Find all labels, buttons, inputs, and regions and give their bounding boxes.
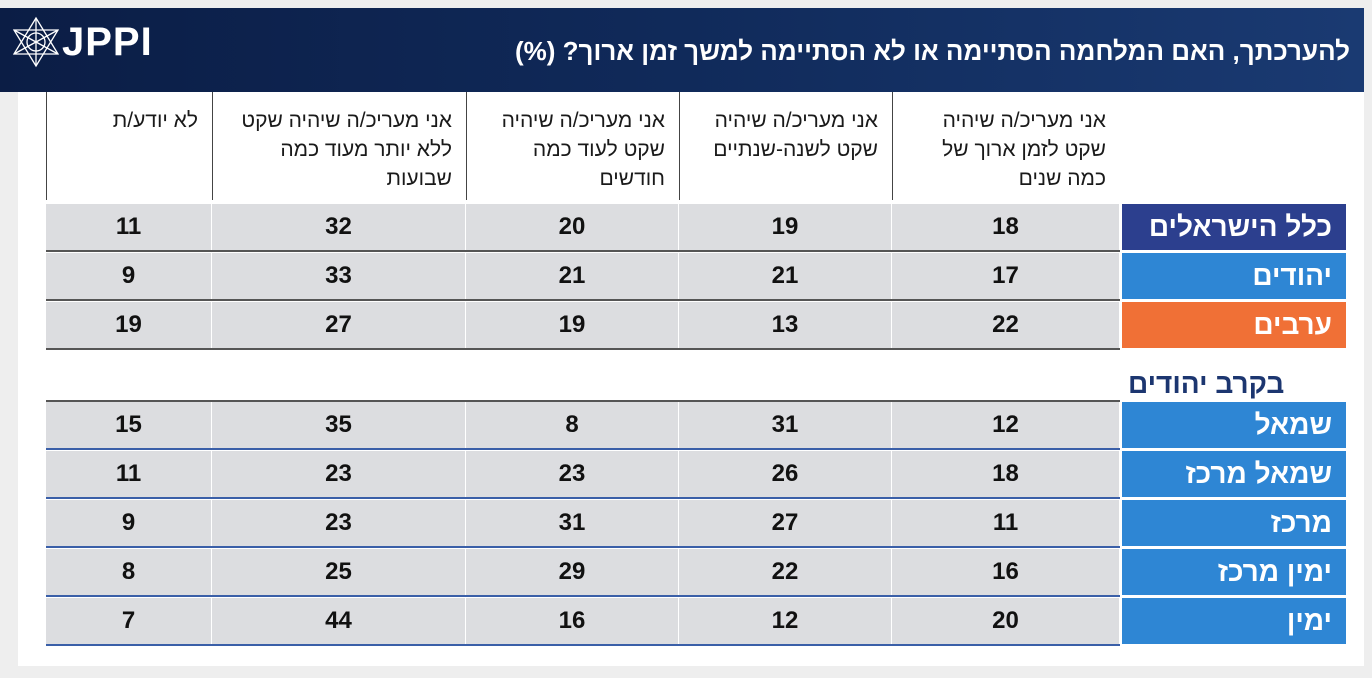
data-cell: 12 [892, 402, 1119, 448]
data-cell: 29 [466, 549, 678, 595]
table-top-border [46, 400, 1120, 402]
column-header-3: אני מעריכ/ה שיהיה שקט לעוד כמה חודשים [466, 92, 679, 200]
row-separator [46, 595, 1120, 597]
data-cell: 44 [212, 598, 465, 644]
data-cell: 7 [46, 598, 211, 644]
row-separator [46, 448, 1120, 450]
row-label: שמאל מרכז [1122, 451, 1346, 497]
row-label: ערבים [1122, 302, 1346, 348]
data-cell: 8 [46, 549, 211, 595]
data-cell: 21 [466, 253, 678, 299]
data-cell: 11 [892, 500, 1119, 546]
logo-text: JPPI [62, 20, 153, 64]
data-cell: 32 [212, 204, 465, 250]
row-separator [46, 250, 1120, 252]
data-cell: 33 [212, 253, 465, 299]
data-cell: 11 [46, 204, 211, 250]
data-cell: 23 [212, 451, 465, 497]
page-title: להערכתך, האם המלחמה הסתיימה או לא הסתיימ… [514, 36, 1350, 66]
data-cell: 15 [46, 402, 211, 448]
row-label: יהודים [1122, 253, 1346, 299]
results-table: אני מעריכ/ה שיהיה שקט לזמן ארוך של כמה ש… [18, 92, 1364, 666]
column-header-1: אני מעריכ/ה שיהיה שקט לזמן ארוך של כמה ש… [892, 92, 1120, 200]
row-separator [46, 546, 1120, 548]
row-separator [46, 348, 1120, 350]
data-cell: 13 [679, 302, 891, 348]
row-label: שמאל [1122, 402, 1346, 448]
data-cell: 9 [46, 253, 211, 299]
data-cell: 22 [892, 302, 1119, 348]
row-label: ימין מרכז [1122, 549, 1346, 595]
column-header-4: אני מעריכ/ה שיהיה שקט ללא יותר מעוד כמה … [212, 92, 466, 200]
data-cell: 9 [46, 500, 211, 546]
data-cell: 12 [679, 598, 891, 644]
data-cell: 19 [46, 302, 211, 348]
data-cell: 25 [212, 549, 465, 595]
column-header-2: אני מעריכ/ה שיהיה שקט לשנה-שנתיים [679, 92, 892, 200]
data-cell: 27 [212, 302, 465, 348]
data-cell: 8 [466, 402, 678, 448]
data-cell: 27 [679, 500, 891, 546]
data-cell: 16 [892, 549, 1119, 595]
data-cell: 11 [46, 451, 211, 497]
jppi-logo [12, 16, 60, 68]
data-cell: 35 [212, 402, 465, 448]
data-cell: 20 [466, 204, 678, 250]
star-of-david-icon [12, 16, 60, 68]
row-label: כלל הישראלים [1122, 204, 1346, 250]
data-cell: 18 [892, 451, 1119, 497]
data-cell: 21 [679, 253, 891, 299]
data-cell: 19 [679, 204, 891, 250]
section-label: בקרב יהודים [1128, 368, 1285, 399]
row-separator [46, 644, 1120, 646]
column-header-5: לא יודע/ת [46, 92, 212, 200]
row-separator [46, 299, 1120, 301]
data-cell: 19 [466, 302, 678, 348]
data-cell: 31 [466, 500, 678, 546]
data-cell: 23 [212, 500, 465, 546]
data-cell: 20 [892, 598, 1119, 644]
header-banner: JPPI להערכתך, האם המלחמה הסתיימה או לא ה… [0, 8, 1364, 92]
row-separator [46, 497, 1120, 499]
data-cell: 16 [466, 598, 678, 644]
row-label: ימין [1122, 598, 1346, 644]
data-cell: 18 [892, 204, 1119, 250]
data-cell: 22 [679, 549, 891, 595]
data-cell: 26 [679, 451, 891, 497]
row-label: מרכז [1122, 500, 1346, 546]
data-cell: 23 [466, 451, 678, 497]
data-cell: 17 [892, 253, 1119, 299]
data-cell: 31 [679, 402, 891, 448]
